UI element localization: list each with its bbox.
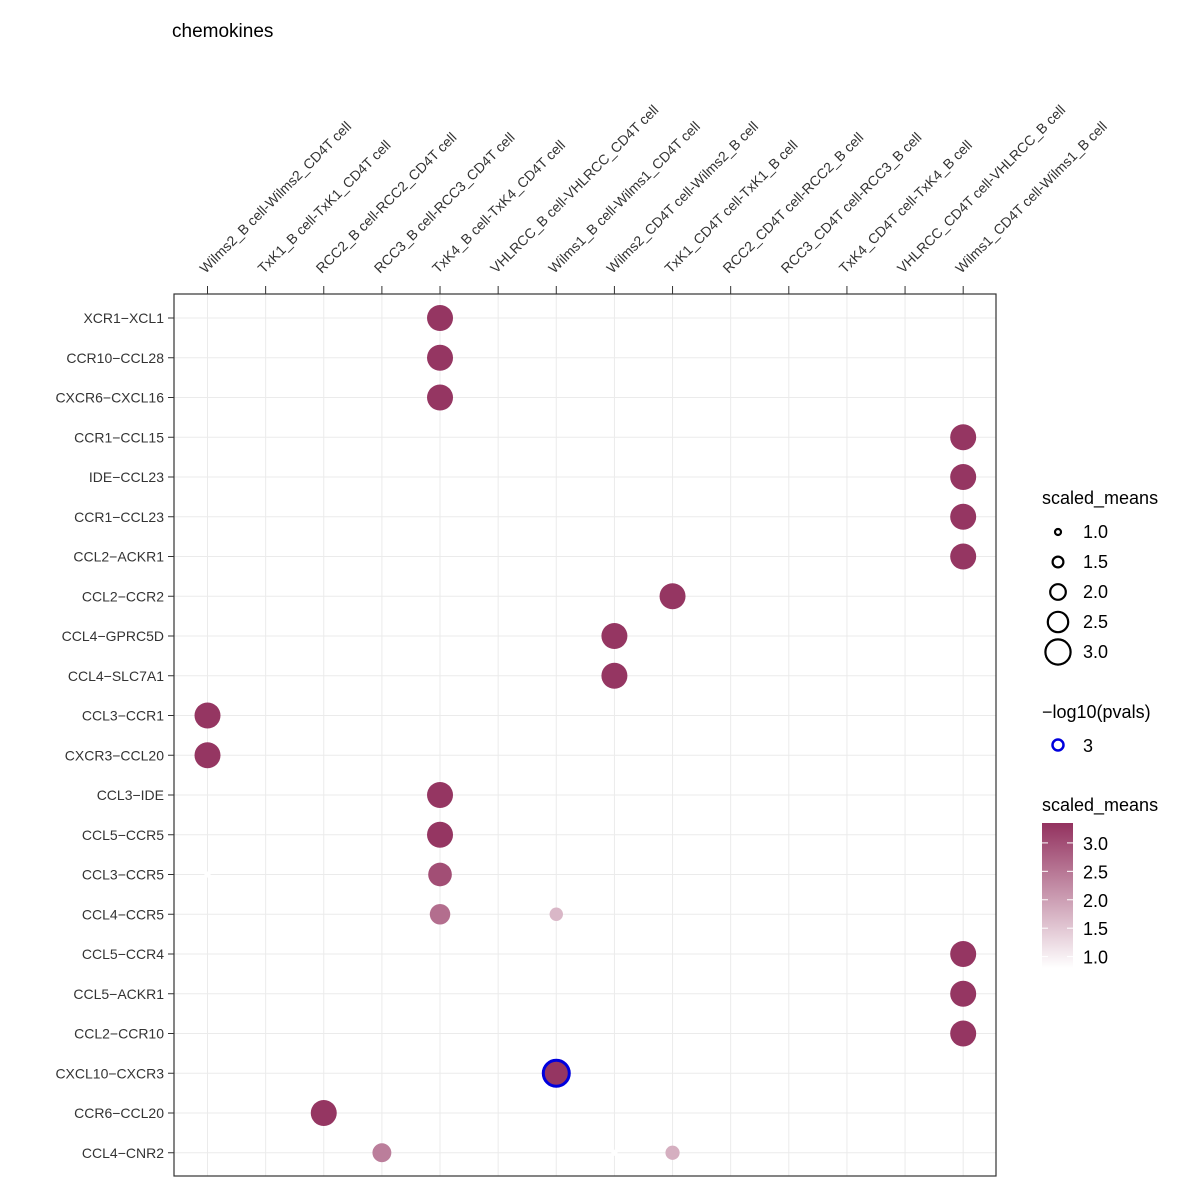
data-point: [427, 305, 454, 331]
y-tick-label: CCL3−IDE: [97, 787, 164, 803]
pval-legend-label: 3: [1083, 736, 1093, 756]
y-tick-label: CXCR6−CXCL16: [55, 390, 164, 406]
data-point: [427, 782, 454, 808]
color-legend-bar: [1042, 823, 1073, 968]
data-point: [427, 344, 454, 371]
y-tick-label: CCL3−CCR1: [82, 708, 164, 724]
y-tick-label: CXCR3−CCL20: [65, 747, 164, 763]
y-tick-label: CCR10−CCL28: [66, 350, 164, 366]
color-legend-label: 1.0: [1083, 948, 1108, 968]
color-legend-label: 2.0: [1083, 891, 1108, 911]
pval-legend-title: −log10(pvals): [1042, 702, 1151, 722]
data-point: [194, 702, 221, 729]
data-point: [601, 662, 628, 689]
y-tick-label: XCR1−XCL1: [83, 310, 164, 326]
data-point: [429, 904, 451, 925]
data-point: [659, 583, 686, 610]
data-point: [427, 384, 454, 411]
size-legend-key: [1044, 638, 1072, 666]
y-tick-label: CCR1−CCL23: [74, 509, 164, 525]
data-point: [950, 543, 977, 570]
y-tick-label: CCL3−CCR5: [82, 867, 164, 883]
data-point: [950, 941, 977, 967]
size-legend-label: 3.0: [1083, 642, 1108, 662]
y-tick-label: IDE−CCL23: [89, 469, 164, 485]
size-legend-key: [1046, 610, 1070, 634]
y-tick-label: CCL2−ACKR1: [73, 549, 164, 565]
size-legend-label: 1.5: [1083, 552, 1108, 572]
data-point: [427, 821, 454, 848]
data-point: [950, 464, 977, 490]
data-point: [950, 503, 977, 530]
data-point: [611, 1149, 618, 1156]
data-point: [950, 424, 977, 451]
data-point: [204, 871, 211, 878]
data-point: [950, 980, 977, 1007]
color-legend-label: 1.5: [1083, 919, 1108, 939]
data-point: [950, 1020, 977, 1047]
y-tick-label: CCL5−CCR5: [82, 827, 164, 843]
y-tick-label: CCL2−CCR10: [74, 1026, 164, 1042]
size-legend-key: [1051, 555, 1065, 569]
y-tick-label: CCL2−CCR2: [82, 588, 164, 604]
grid-lines: [174, 294, 996, 1176]
size-legend-key: [1053, 527, 1063, 537]
y-tick-label: CCL5−CCR4: [82, 946, 164, 962]
y-tick-label: CXCL10−CXCR3: [55, 1065, 164, 1081]
pval-legend-key: [1051, 738, 1065, 752]
y-tick-label: CCL4−SLC7A1: [68, 668, 164, 684]
y-tick-label: CCL5−ACKR1: [73, 986, 164, 1002]
size-legend-label: 2.0: [1083, 582, 1108, 602]
data-point: [194, 742, 221, 769]
data-point: [665, 1145, 680, 1160]
size-legend-label: 1.0: [1083, 522, 1108, 542]
significant-data-point: [541, 1058, 571, 1088]
size-legend-key: [1049, 583, 1067, 601]
color-legend-title: scaled_means: [1042, 795, 1158, 816]
data-point: [549, 907, 563, 921]
y-tick-label: CCR6−CCL20: [74, 1105, 164, 1121]
y-tick-label: CCR1−CCL15: [74, 429, 164, 445]
size-legend-title: scaled_means: [1042, 488, 1158, 509]
data-point: [428, 862, 452, 887]
chart-title: chemokines: [172, 21, 273, 42]
plot-panel-border: [173, 293, 997, 1177]
y-tick-label: CCL4−CCR5: [82, 906, 164, 922]
data-points: [194, 305, 977, 1163]
color-legend-label: 3.0: [1083, 834, 1108, 854]
data-point: [310, 1100, 337, 1126]
y-tick-label: CCL4−GPRC5D: [62, 628, 164, 644]
y-tick-label: CCL4−CNR2: [82, 1145, 164, 1161]
color-legend-label: 2.5: [1083, 862, 1108, 882]
data-point: [601, 623, 628, 649]
legends: scaled_means 1.0 1.5 2.0 2.5 3.0 −log10(pvals)…: [1042, 488, 1158, 968]
size-legend-label: 2.5: [1083, 612, 1108, 632]
y-axis: XCR1−XCL1 CCR10−CCL28 CXCR6−CXCL16 CCR1−CCL…: [55, 310, 174, 1161]
data-point: [372, 1143, 392, 1163]
